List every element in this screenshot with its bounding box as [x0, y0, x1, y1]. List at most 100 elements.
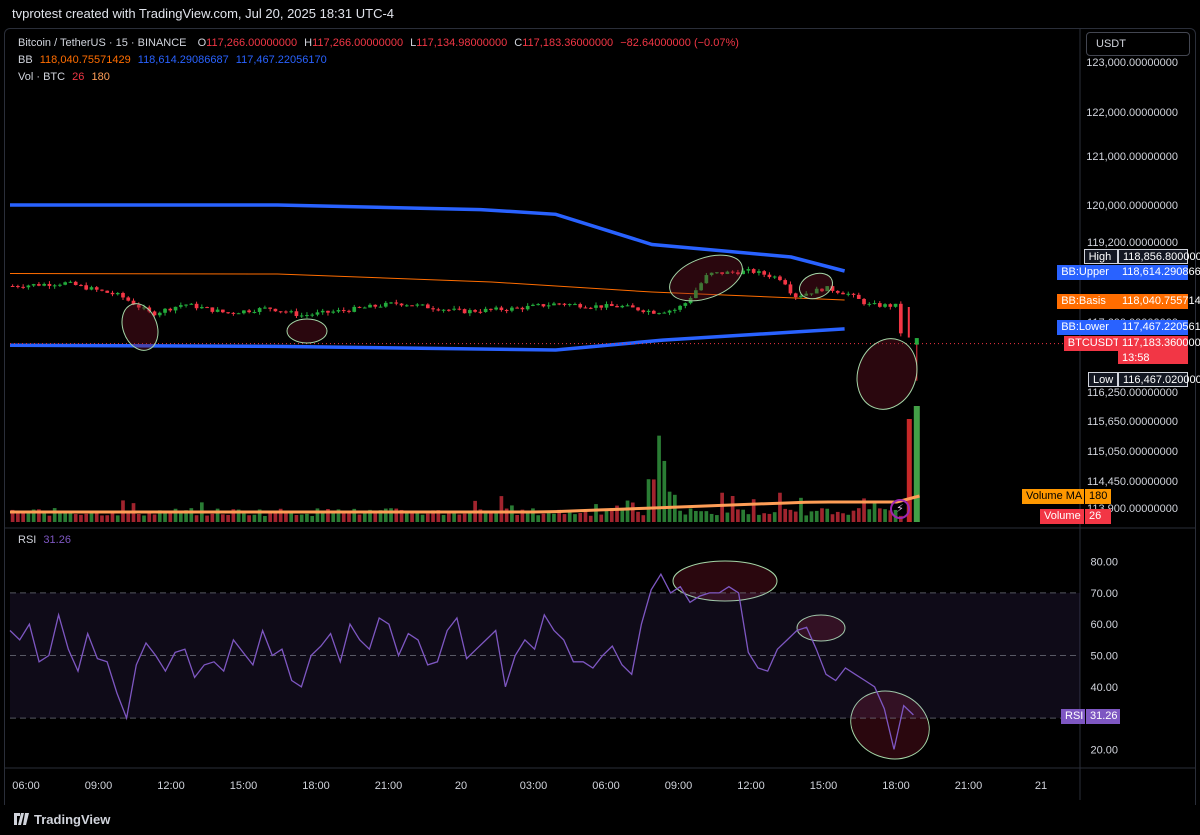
volume-bar [399, 509, 404, 522]
volume-bar [315, 508, 320, 522]
price-tag-label: BB:Basis [1057, 294, 1118, 309]
volume-bar [452, 512, 456, 522]
annotation-ellipse [286, 318, 328, 344]
candle-body [830, 286, 835, 291]
volume-bar [394, 508, 399, 522]
lightning-icon[interactable]: ⚡ [890, 499, 910, 519]
price-tick-label: 115,650.00000000 [1087, 416, 1178, 428]
volume-bar [552, 513, 556, 522]
candle-body [473, 310, 477, 312]
volume-bar [447, 511, 451, 522]
volume-bar [694, 510, 698, 522]
volume-bar [804, 515, 809, 522]
candle-body [305, 315, 309, 317]
volume-bar [347, 511, 351, 522]
candle-body [336, 310, 341, 312]
volume-bar [26, 511, 31, 522]
legend-bb-lower: 117,467.22056170 [235, 54, 327, 66]
volume-bar [578, 513, 583, 522]
candle-body [772, 276, 777, 278]
volume-bar [814, 510, 819, 522]
legend-vol-ma: 180 [91, 71, 110, 83]
volume-bar [772, 512, 777, 522]
currency-selector[interactable]: USDT [1086, 32, 1190, 56]
volume-bar [715, 515, 719, 522]
rsi-tick-label: 20.00 [1090, 744, 1118, 756]
volume-bar [362, 512, 367, 522]
volume-bar [273, 513, 278, 522]
volume-bar [615, 505, 619, 522]
volume-bar [252, 514, 257, 522]
volume-bar [699, 511, 703, 522]
chart-frame [4, 28, 1196, 828]
legend-symbol-row: Bitcoin / TetherUS · 15 · BINANCE O117,2… [18, 37, 739, 49]
annotation-ellipse [796, 614, 846, 642]
volume-bar [678, 510, 682, 522]
candle-body [867, 303, 872, 305]
candle-body [767, 274, 772, 278]
candle-body [751, 269, 756, 273]
volume-bar [142, 515, 146, 522]
legend-bb-label[interactable]: BB [18, 54, 33, 66]
legend-rsi-label[interactable]: RSI [18, 534, 37, 546]
legend-vol-label[interactable]: Vol · BTC [18, 71, 66, 83]
price-tick-label: 119,200.00000000 [1087, 237, 1178, 249]
candle-body [436, 309, 441, 311]
volume-bar [331, 513, 336, 522]
price-tag-value: 117,183.3600000013:58 [1118, 336, 1200, 364]
price-tick-label: 122,000.00000000 [1086, 107, 1178, 119]
candle-last [914, 338, 919, 345]
time-tick-label: 15:00 [810, 780, 838, 792]
volume-bar [883, 509, 887, 522]
volume-bar [762, 513, 767, 522]
candle-body [31, 284, 36, 286]
candle-body [441, 309, 446, 311]
volume-bar [888, 510, 893, 522]
candle-body [236, 313, 241, 315]
price-tag-label: BB:Lower [1057, 320, 1118, 335]
candle-body [883, 304, 887, 307]
volume-bar [599, 514, 604, 522]
volume-bar [205, 515, 209, 522]
rsi-tick-label: 80.00 [1090, 557, 1118, 569]
volume-bar [688, 508, 693, 522]
volume-bar [163, 513, 167, 522]
volume-bar [305, 513, 309, 522]
candle-body [588, 307, 593, 309]
volume-bar [736, 509, 740, 522]
price-tag-label: BTCUSDT [1063, 336, 1120, 351]
candle-body [478, 311, 483, 313]
candle-body [73, 281, 78, 286]
candle-body [499, 307, 504, 311]
volume-bar [620, 510, 625, 522]
candle-body [851, 293, 856, 295]
legend-symbol[interactable]: Bitcoin / TetherUS · 15 · BINANCE [18, 37, 187, 49]
volume-bar [851, 510, 856, 522]
volume-bar [157, 510, 162, 522]
candle-body [94, 287, 99, 290]
candle-body [746, 269, 751, 271]
candle-body [531, 304, 535, 306]
candle-body [394, 302, 399, 304]
volume-bar [746, 514, 751, 522]
volume-bar [462, 513, 467, 522]
volume-bar [541, 513, 546, 522]
candle-body [205, 307, 209, 309]
annotation-ellipse [669, 254, 743, 302]
candle-body [268, 307, 272, 309]
annotation-ellipse [856, 338, 918, 410]
candle-body [641, 310, 646, 313]
volume-bar [110, 513, 115, 522]
volume-bar [536, 515, 541, 522]
volume-bar [783, 508, 788, 522]
candle-body [604, 304, 609, 308]
candle-body [289, 311, 294, 313]
candle-body [841, 292, 845, 295]
header-title: tvprotest created with TradingView.com, … [12, 6, 395, 21]
annotation-ellipse [672, 560, 778, 602]
time-tick-label: 03:00 [520, 780, 548, 792]
candle-body [378, 306, 383, 308]
candle-body [536, 304, 541, 306]
volume-bar-spike-up [913, 406, 920, 522]
